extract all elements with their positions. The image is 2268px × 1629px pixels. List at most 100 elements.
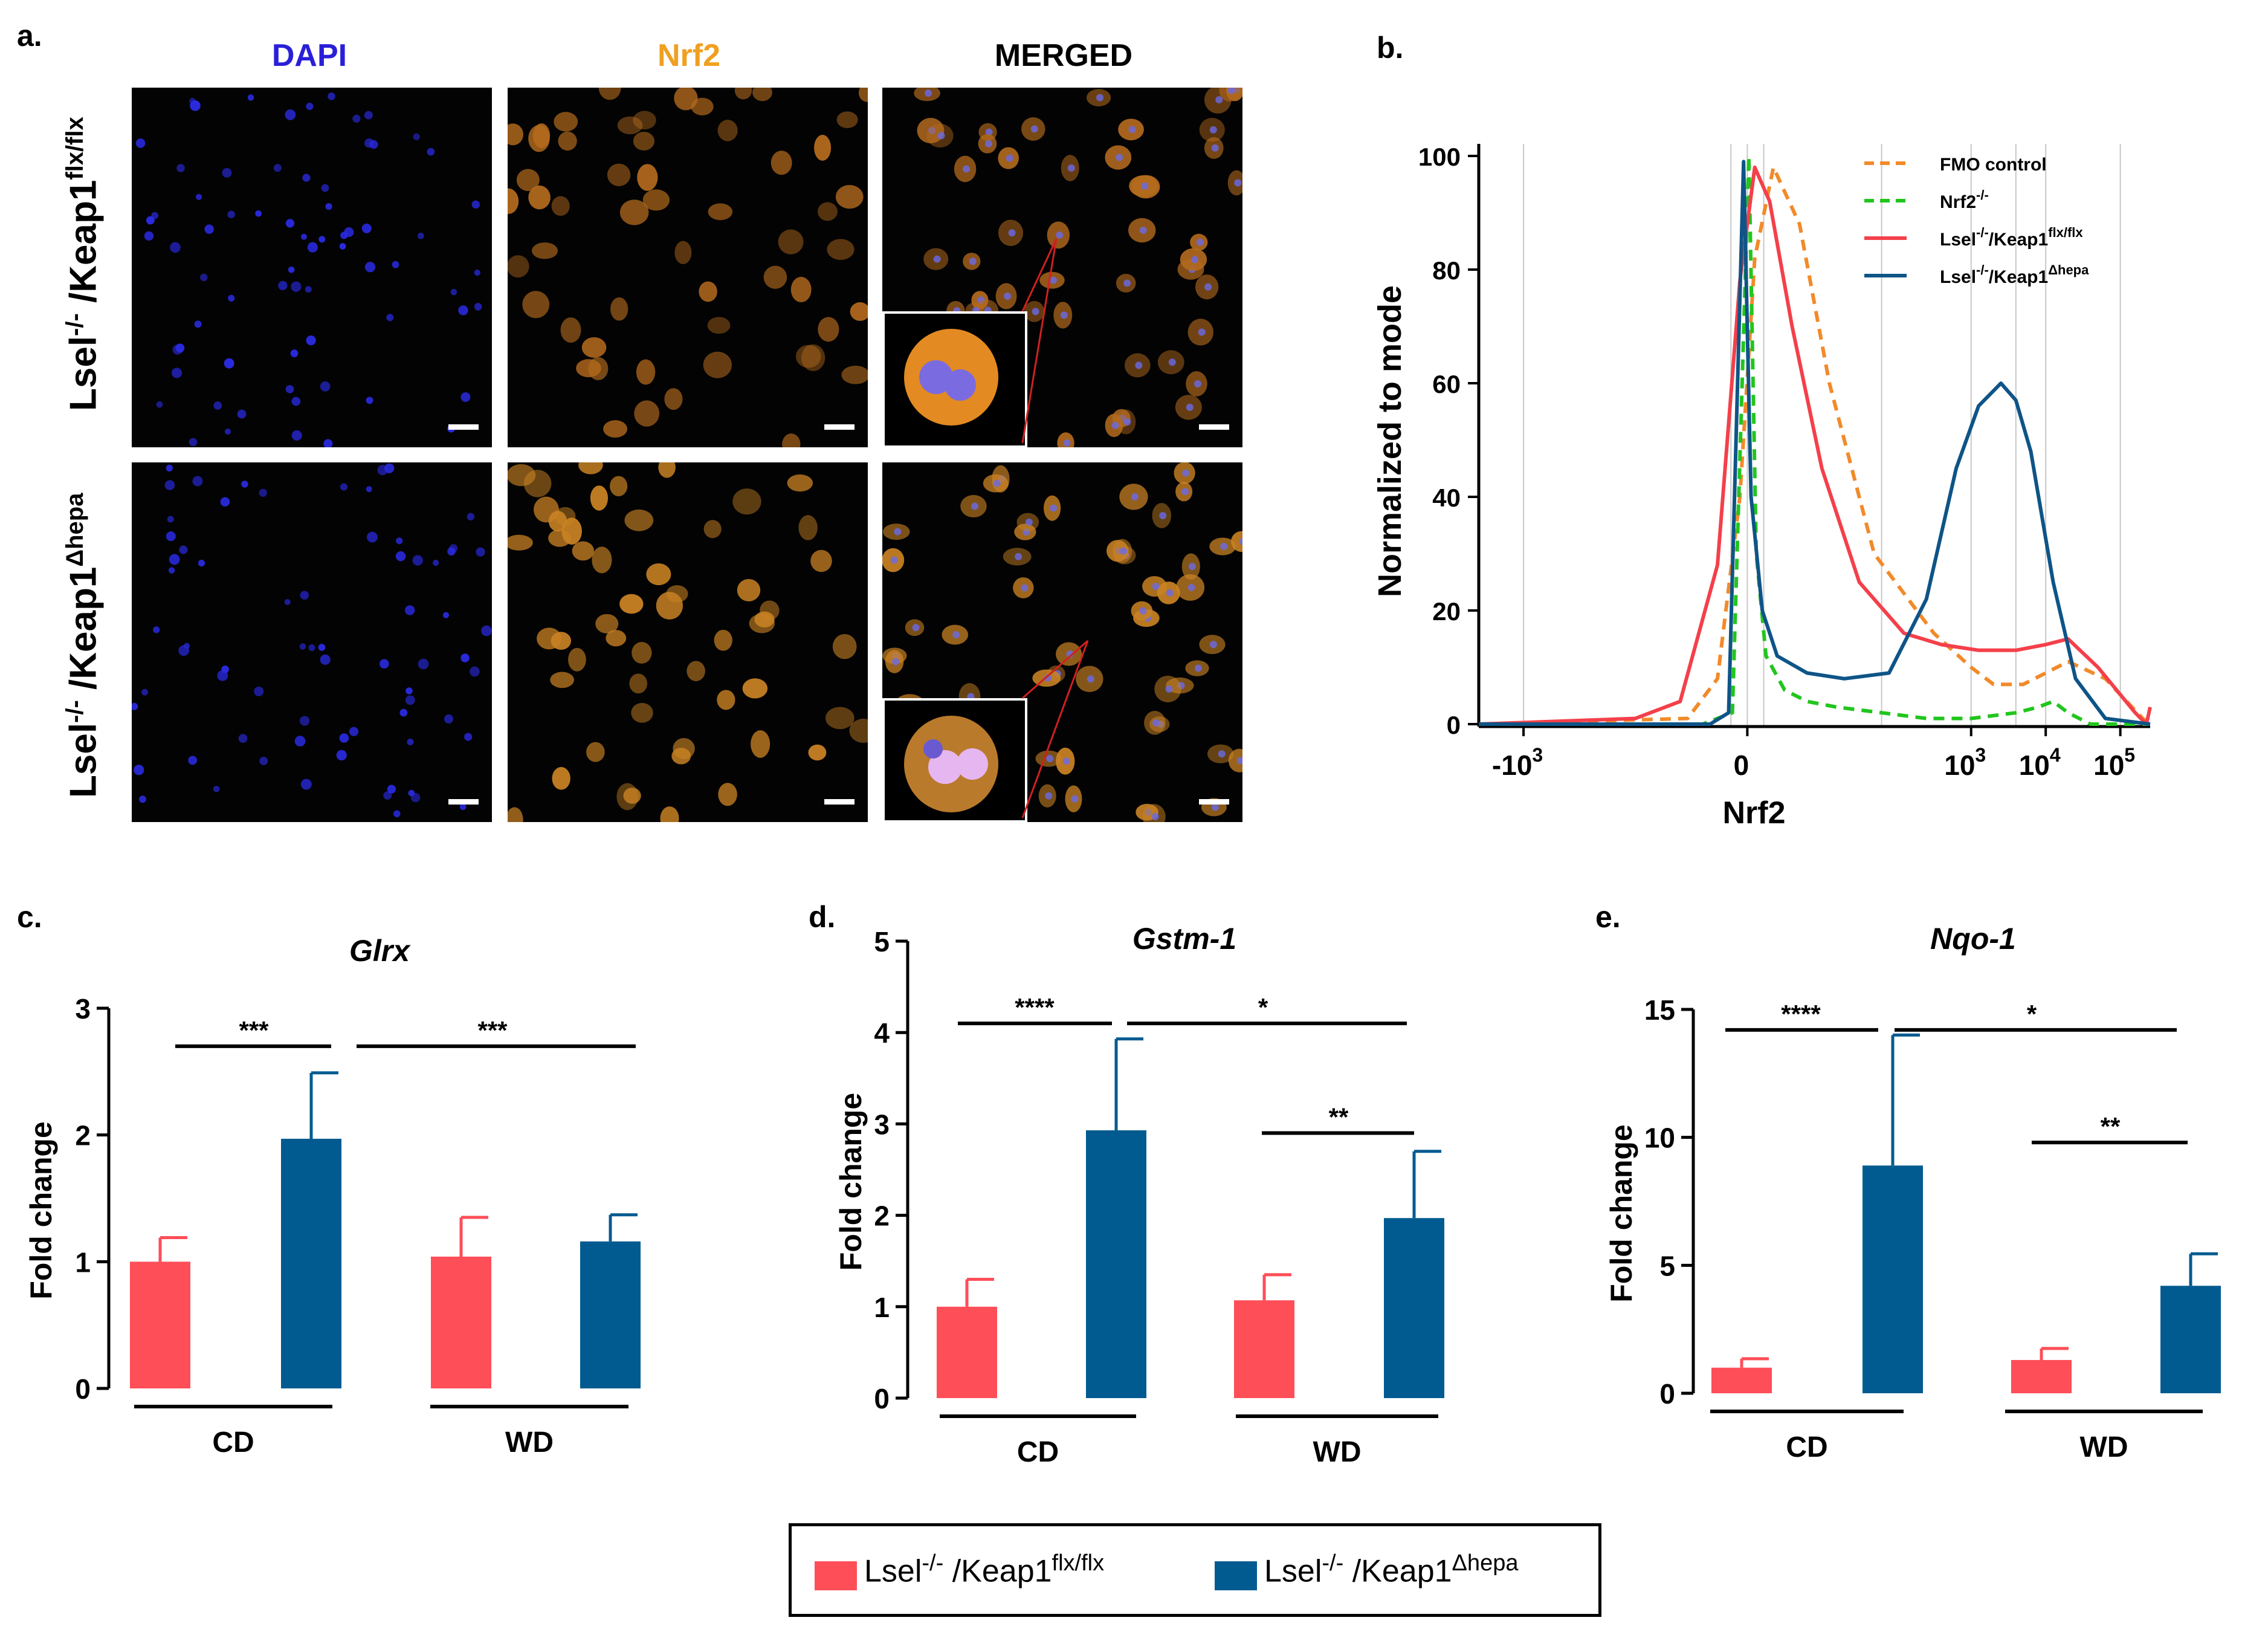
histogram-legend-label: Lsel-/-/Keap1flx/flx: [1940, 225, 2083, 250]
micrograph-cells: [508, 462, 868, 822]
bar-0: [937, 1306, 997, 1398]
scale-bar: [824, 424, 855, 430]
inset-cell: [904, 716, 998, 812]
bar-y-tick-label: 3: [75, 993, 91, 1025]
y-tick-label: 80: [1432, 256, 1461, 285]
scale-bar: [1199, 799, 1229, 805]
bar-2: [2011, 1359, 2072, 1393]
legend-label-flx: Lsel-/- /Keap1flx/flx: [864, 1550, 1105, 1589]
bar-3: [2160, 1286, 2221, 1393]
bar-y-axis-label: Fold change: [24, 1121, 58, 1299]
bar-y-tick-label: 2: [75, 1120, 91, 1151]
bar-1: [281, 1138, 341, 1388]
x-tick-label: -103: [1492, 744, 1543, 781]
micrograph-merged-row1: [882, 88, 1242, 447]
group-label: CD: [1786, 1431, 1827, 1463]
bar-chart-title: Glrx: [349, 934, 411, 968]
histogram-series-3: [1479, 160, 2151, 726]
bar-3: [1384, 1218, 1444, 1398]
zoom-inset: [882, 311, 1027, 447]
y-tick-label: 40: [1432, 484, 1461, 512]
scale-bar: [1199, 424, 1229, 430]
significance-label: ***: [477, 1016, 508, 1044]
micrograph-merged-row2: [882, 462, 1242, 822]
micrograph-dapi-row1: [132, 88, 492, 447]
panel-d-label: d.: [809, 900, 836, 934]
bar-y-tick-label: 5: [1659, 1250, 1675, 1281]
significance-label: ****: [1781, 1000, 1821, 1028]
panel-e-label: e.: [1595, 900, 1621, 934]
bar-y-tick-label: 15: [1644, 994, 1675, 1026]
y-tick-label: 20: [1432, 597, 1461, 626]
bar-y-tick-label: 5: [874, 926, 890, 957]
legend-swatch-dhepa: [1215, 1561, 1257, 1590]
group-label: WD: [505, 1427, 554, 1459]
panel-a-label: a.: [17, 19, 42, 53]
bar-1: [1086, 1130, 1146, 1398]
column-title-nrf2: Nrf2: [657, 38, 721, 73]
y-tick-label: 100: [1418, 143, 1461, 171]
bar-y-tick-label: 0: [75, 1373, 91, 1405]
bar-y-tick-label: 10: [1644, 1122, 1675, 1154]
bar-legend: Lsel-/- /Keap1flx/flx Lsel-/- /Keap1Δhep…: [789, 1523, 1601, 1617]
y-tick-label: 0: [1447, 711, 1461, 739]
significance-label: **: [2101, 1112, 2121, 1141]
group-label: WD: [2080, 1431, 2128, 1463]
bar-0: [1711, 1367, 1772, 1393]
inset-cell: [904, 329, 998, 426]
bar-y-axis-label: Fold change: [1604, 1124, 1638, 1302]
x-tick-label: 0: [1734, 750, 1749, 781]
column-title-merged: MERGED: [994, 38, 1133, 73]
legend-swatch-flx: [815, 1561, 857, 1590]
bar-y-tick-label: 0: [1659, 1378, 1675, 1410]
histogram-legend-label: FMO control: [1940, 155, 2047, 175]
scale-bar: [448, 424, 479, 430]
bar-0: [130, 1261, 190, 1388]
histogram-legend-label: Nrf2-/-: [1940, 187, 1989, 212]
bar-y-tick-label: 0: [874, 1383, 890, 1414]
micrograph-nrf2-row1: [508, 88, 868, 447]
micrograph-cells: [135, 92, 482, 447]
y-axis-label: Normalized to mode: [1372, 285, 1408, 597]
micrograph-nrf2-row2: [508, 462, 868, 822]
bar-2: [1234, 1300, 1294, 1398]
zoom-inset: [882, 698, 1027, 822]
column-title-dapi: DAPI: [271, 38, 347, 73]
group-label: CD: [1017, 1436, 1059, 1468]
panel-c-label: c.: [17, 900, 42, 934]
significance-label: *: [2027, 1000, 2037, 1028]
bar-chart-title: Nqo-1: [1930, 922, 2016, 956]
zoom-lines: [1021, 640, 1089, 818]
bar-y-tick-label: 2: [874, 1200, 890, 1232]
zoom-lines: [1021, 238, 1058, 444]
y-tick-label: 60: [1432, 370, 1461, 398]
scale-bar: [448, 799, 479, 805]
histogram-legend-label: Lsel-/-/Keap1Δhepa: [1940, 262, 2089, 287]
bar-y-tick-label: 1: [75, 1246, 91, 1278]
x-tick-label: 105: [2093, 744, 2135, 781]
micrograph-cells: [508, 88, 868, 447]
scale-bar: [824, 799, 855, 805]
bar-2: [431, 1256, 491, 1388]
micrograph-dapi-row2: [132, 462, 492, 822]
group-label: WD: [1313, 1436, 1362, 1468]
histogram-series-0: [1478, 165, 2151, 726]
significance-label: ****: [1015, 993, 1055, 1022]
bar-y-tick-label: 3: [874, 1109, 890, 1140]
significance-label: *: [1258, 993, 1268, 1022]
bar-y-tick-label: 1: [874, 1292, 890, 1323]
group-label: CD: [212, 1427, 254, 1459]
x-tick-label: 103: [1944, 744, 1986, 781]
x-axis-label: Nrf2: [1722, 795, 1785, 831]
bar-3: [580, 1241, 641, 1388]
histogram-series-2: [1478, 165, 2152, 726]
panel-b-label: b.: [1377, 31, 1404, 65]
bar-y-axis-label: Fold change: [834, 1093, 868, 1271]
significance-label: ***: [239, 1016, 269, 1044]
bar-1: [1863, 1165, 1923, 1393]
micrograph-cells: [132, 463, 492, 818]
bar-y-tick-label: 4: [874, 1017, 890, 1049]
bar-chart-title: Gstm-1: [1132, 922, 1236, 956]
x-tick-label: 104: [2019, 744, 2061, 781]
